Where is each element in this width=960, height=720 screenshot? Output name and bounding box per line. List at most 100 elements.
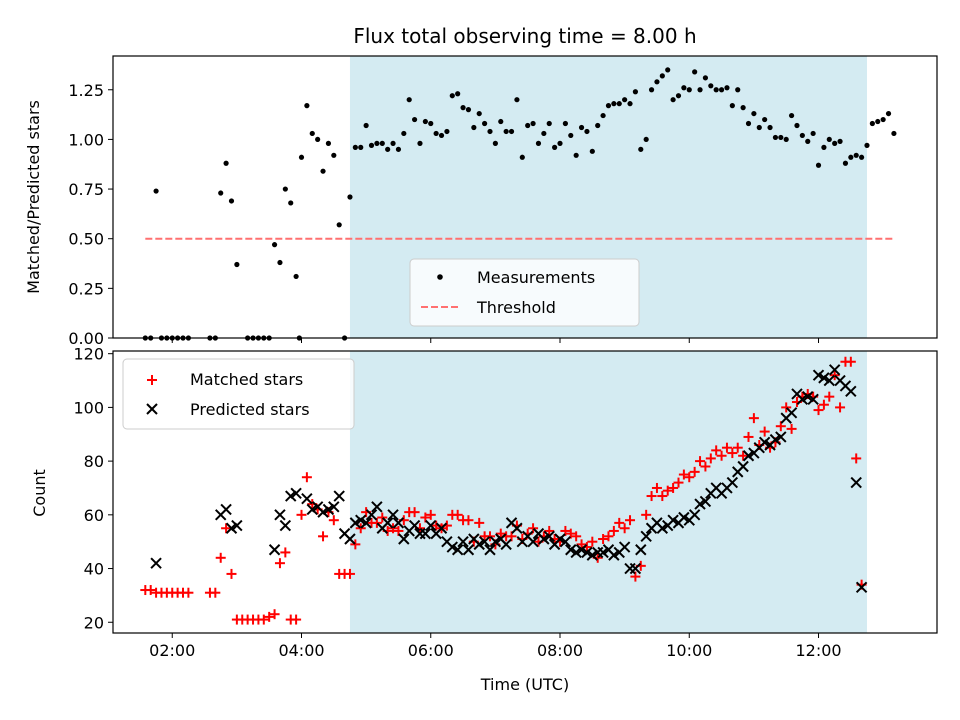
measurement-point [702, 75, 709, 81]
legend-box [122, 358, 355, 430]
measurement-point [390, 140, 396, 146]
matched-star-point [296, 509, 307, 520]
measurement-point [379, 140, 385, 146]
measurement-point [880, 116, 886, 123]
matched-star-point [328, 515, 339, 526]
predicted-star-point [328, 501, 340, 513]
measurement-point [799, 132, 805, 139]
matched-star-point [495, 528, 506, 539]
matched-star-point [318, 531, 329, 542]
predicted-star-point [543, 530, 555, 543]
matched-star-point [678, 469, 689, 480]
matched-star-point [684, 472, 695, 483]
matched-star-point [226, 568, 237, 579]
matched-star-point [258, 614, 269, 625]
measurement-point [794, 122, 800, 129]
matched-star-point [344, 568, 355, 579]
predicted-star-point [398, 533, 410, 545]
predicted-star-point [457, 535, 469, 548]
measurement-point [153, 188, 159, 194]
y-tick-label: 1.25 [68, 81, 104, 100]
predicted-star-point [850, 476, 862, 489]
measurement-point [508, 128, 515, 135]
y-tick-label: 1.00 [68, 130, 104, 149]
matched-star-point [775, 421, 786, 432]
measurement-point [460, 105, 466, 111]
matched-star-point [689, 466, 700, 477]
predicted-star-point [301, 493, 313, 505]
matched-star-point [657, 491, 668, 502]
measurement-point [848, 154, 854, 160]
measurement-point [659, 73, 665, 79]
predicted-star-point [500, 538, 512, 551]
matched-star-point [301, 472, 312, 483]
matched-star-point [813, 405, 824, 416]
matched-star-point [145, 585, 156, 596]
matched-star-point [587, 536, 598, 547]
matched-star-point [210, 587, 221, 598]
plot-frame [112, 55, 938, 339]
predicted-star-point [150, 557, 162, 569]
predicted-star-point [699, 495, 712, 508]
measurement-point [428, 120, 434, 127]
measurement-point [584, 128, 590, 135]
measurement-point [708, 83, 714, 89]
measurement-point [605, 103, 612, 109]
measurement-point [546, 120, 552, 127]
matched-star-point [651, 482, 662, 493]
measurement-point [385, 146, 391, 152]
measurement-point [347, 194, 353, 200]
predicted-star-point [845, 385, 857, 397]
measurement-point [821, 144, 827, 150]
matched-star-point [732, 442, 743, 453]
x-tick-label: 10:00 [666, 641, 712, 660]
matched-star-point [377, 512, 388, 523]
y-axis-label: Count [30, 469, 49, 517]
matched-star-point [183, 587, 194, 598]
star-count-panel: 20 40 60 80 100 120 02:00 04:00 06:00 08:00 10:00… [30, 345, 938, 694]
predicted-star-point [823, 374, 835, 387]
measurement-point [218, 190, 224, 196]
x-axis-label: Time (UTC) [480, 675, 569, 694]
measurement-point [686, 87, 692, 93]
measurement-point [320, 168, 326, 174]
legend-marker-measurements [437, 274, 443, 280]
predicted-star-point [344, 533, 356, 545]
y-axis-ticks: 0.00 0.25 0.50 0.75 1.00 1.25 [68, 81, 113, 348]
predicted-star-point [290, 487, 302, 500]
matched-star-point [474, 517, 485, 528]
matched-star-point [845, 356, 856, 367]
measurement-point [482, 120, 488, 127]
y-tick-label: 100 [73, 398, 104, 417]
measurement-point [535, 140, 542, 146]
measurement-point [395, 146, 402, 152]
predicted-star-point [737, 460, 749, 473]
predicted-star-point [274, 509, 286, 521]
matched-star-point [280, 547, 291, 558]
x-axis-ticks: 02:00 04:00 06:00 08:00 10:00 12:00 [149, 633, 842, 660]
predicted-star-point [333, 490, 345, 502]
measurement-point [692, 69, 698, 75]
measurement-point [417, 140, 423, 146]
predicted-star-point [425, 519, 437, 532]
x-tick-label: 06:00 [408, 641, 454, 660]
measurement-point [530, 120, 536, 127]
measurement-point [681, 85, 687, 91]
predicted-star-point [220, 503, 232, 516]
predicted-star-point [484, 544, 496, 556]
matched-star-point [668, 482, 679, 493]
matched-star-point [420, 512, 431, 523]
measurement-point [557, 140, 563, 146]
legend-label-predicted: Predicted stars [190, 400, 310, 419]
measurement-point [778, 134, 784, 141]
matched-star-point [630, 571, 641, 582]
matched-star-point [528, 523, 539, 534]
predicted-star-point [462, 544, 475, 556]
measurement-point [228, 198, 235, 204]
matched-star-point [673, 477, 684, 488]
measurement-point [336, 222, 342, 228]
matched-star-point [711, 445, 722, 456]
matched-star-point [603, 531, 614, 542]
measurement-point [616, 101, 622, 107]
